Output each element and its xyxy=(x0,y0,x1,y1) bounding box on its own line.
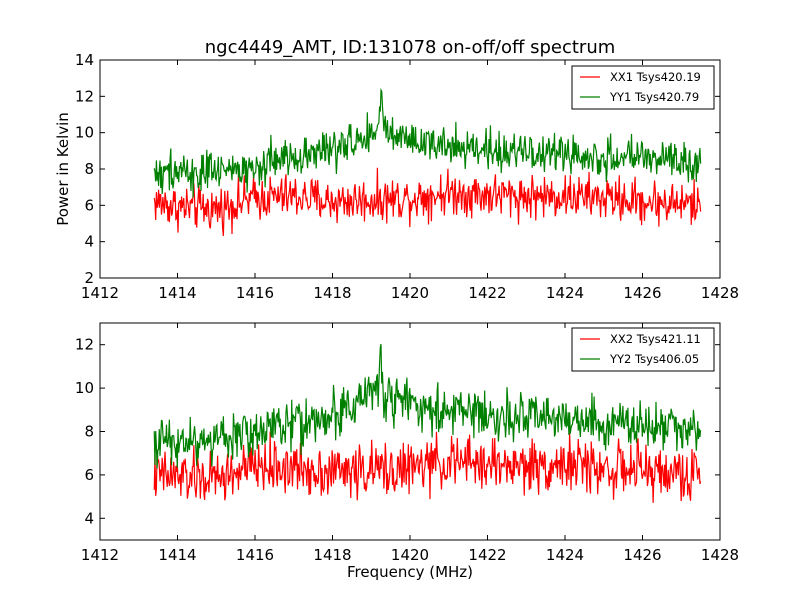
x-tick-label: 1422 xyxy=(468,546,506,564)
x-tick-label: 1414 xyxy=(158,284,196,302)
y-tick-label: 8 xyxy=(84,160,94,178)
x-axis-label: Frequency (MHz) xyxy=(347,563,473,581)
legend-box xyxy=(571,327,715,372)
x-tick-label: 1422 xyxy=(468,284,506,302)
x-tick-label: 1426 xyxy=(623,284,661,302)
y-tick-label: 10 xyxy=(75,379,94,397)
x-tick-label: 1424 xyxy=(546,546,584,564)
y-axis-label: Power in Kelvin xyxy=(54,112,72,226)
legend-label: XX1 Tsys420.19 xyxy=(610,70,701,84)
series-line-xx1 xyxy=(153,167,702,236)
y-tick-label: 8 xyxy=(84,423,94,441)
top-panel: 1412 1414 1416 1418 1420 1422 1424 1426 14282468… xyxy=(75,51,739,302)
legend-label: YY2 Tsys406.05 xyxy=(609,352,699,366)
legend: XX1 Tsys420.19 YY1 Tsys420.79 xyxy=(571,65,715,110)
legend-label: XX2 Tsys421.11 xyxy=(610,332,701,346)
y-tick-label: 6 xyxy=(84,196,94,214)
x-tick-label: 1416 xyxy=(236,284,274,302)
x-tick-label: 1420 xyxy=(391,284,429,302)
x-tick-label: 1414 xyxy=(158,546,196,564)
x-tick-label: 1428 xyxy=(701,546,739,564)
x-tick-label: 1424 xyxy=(546,284,584,302)
y-tick-label: 12 xyxy=(75,87,94,105)
bottom-panel: 1412 1414 1416 1418 1420 1422 1424 1426 1428 4 6 8 1… xyxy=(75,322,739,564)
y-tick-label: 4 xyxy=(84,509,94,527)
x-tick-label: 1418 xyxy=(313,546,351,564)
chart-title: ngc4449_AMT, ID:131078 on-off/off spectr… xyxy=(205,37,616,58)
y-tick-label: 6 xyxy=(84,466,94,484)
x-tick-label: 1418 xyxy=(313,284,351,302)
series-line-yy1 xyxy=(153,88,702,198)
x-tick-label: 1416 xyxy=(236,546,274,564)
x-tick-label: 1428 xyxy=(701,284,739,302)
legend-label: YY1 Tsys420.79 xyxy=(609,90,699,104)
series-line-xx2 xyxy=(153,431,702,503)
y-tick-label: 12 xyxy=(75,336,94,354)
y-tick-label: 4 xyxy=(84,233,94,251)
series-line-yy2 xyxy=(153,344,702,469)
legend: XX2 Tsys421.11 YY2 Tsys406.05 xyxy=(571,327,715,372)
y-tick-label: 2 xyxy=(84,269,94,287)
y-tick-label: 14 xyxy=(75,51,94,69)
y-tick-label: 10 xyxy=(75,124,94,142)
x-tick-label: 1412 xyxy=(81,546,119,564)
x-tick-label: 1420 xyxy=(391,546,429,564)
x-tick-label: 1412 xyxy=(81,284,119,302)
legend-box xyxy=(571,65,715,110)
x-tick-label: 1426 xyxy=(623,546,661,564)
